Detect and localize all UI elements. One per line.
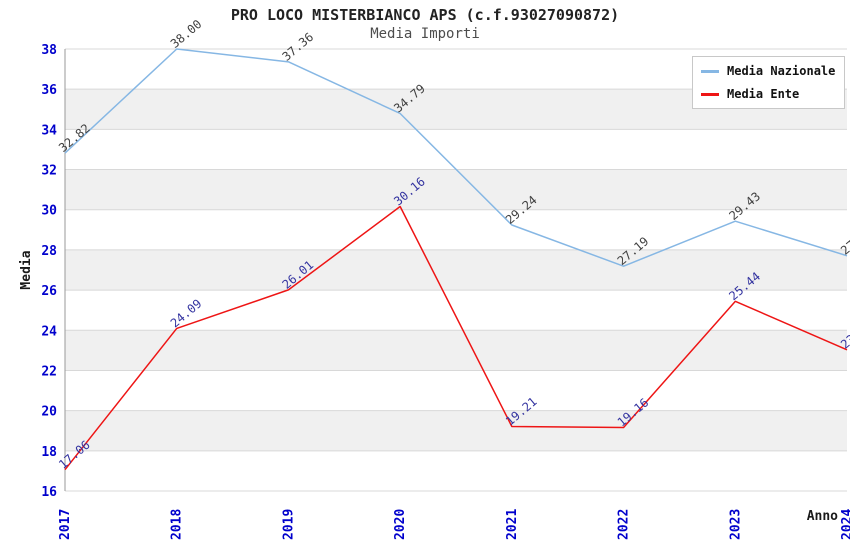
y-tick-label: 22 bbox=[41, 364, 57, 379]
y-tick-label: 16 bbox=[41, 485, 57, 500]
y-tick-label: 24 bbox=[41, 324, 57, 339]
legend-item-media-ente: Media Ente bbox=[701, 87, 835, 101]
y-tick-label: 18 bbox=[41, 445, 57, 460]
x-tick-label: 2022 bbox=[617, 509, 632, 540]
chart-title: PRO LOCO MISTERBIANCO APS (c.f.930270908… bbox=[230, 6, 620, 24]
data-label: 38.00 bbox=[168, 17, 205, 51]
x-tick-label: 2018 bbox=[170, 509, 185, 540]
y-tick-label: 26 bbox=[41, 284, 57, 299]
y-tick-label: 20 bbox=[41, 405, 57, 420]
legend-swatch-media-ente-icon bbox=[701, 92, 719, 96]
x-tick-label: 2024 bbox=[840, 509, 850, 540]
data-label: 23.03 bbox=[838, 318, 850, 352]
chart-subtitle: Media Importi bbox=[370, 26, 480, 42]
data-label: 37.36 bbox=[280, 30, 317, 64]
legend-swatch-media-nazionale-icon bbox=[701, 69, 719, 73]
plot-band bbox=[65, 249, 847, 291]
legend-label-media-ente: Media Ente bbox=[727, 87, 800, 101]
plot-band bbox=[65, 330, 847, 371]
x-tick-label: 2020 bbox=[393, 509, 408, 540]
x-tick-label: 2017 bbox=[58, 509, 73, 540]
y-tick-label: 32 bbox=[41, 164, 57, 179]
y-tick-label: 36 bbox=[41, 83, 57, 98]
legend-label-media-nazionale: Media Nazionale bbox=[727, 64, 836, 78]
series-line-media-nazionale bbox=[64, 48, 848, 267]
y-tick-label: 30 bbox=[41, 204, 57, 219]
y-axis-title: Media bbox=[19, 250, 34, 289]
x-tick-label: 2023 bbox=[728, 509, 743, 540]
data-label: 27.71 bbox=[838, 224, 850, 258]
series-line-media-ente bbox=[64, 205, 848, 471]
y-tick-label: 38 bbox=[41, 43, 57, 58]
plot-band bbox=[65, 410, 847, 451]
x-tick-label: 2019 bbox=[281, 509, 296, 540]
x-tick-label: 2021 bbox=[505, 509, 520, 540]
x-axis-title: Anno bbox=[807, 509, 838, 524]
legend: Media Nazionale Media Ente bbox=[692, 56, 846, 109]
y-tick-label: 34 bbox=[41, 123, 57, 138]
legend-item-media-nazionale: Media Nazionale bbox=[701, 64, 835, 78]
y-tick-label: 28 bbox=[41, 244, 57, 259]
plot-band bbox=[65, 169, 847, 210]
